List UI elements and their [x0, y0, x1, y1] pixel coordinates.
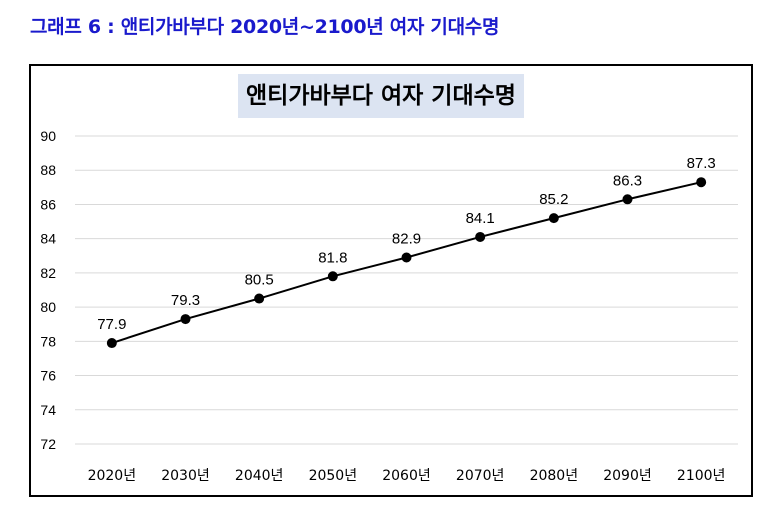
- figure-caption: 그래프 6 : 앤티가바부다 2020년~2100년 여자 기대수명: [30, 16, 500, 38]
- data-point: [401, 252, 412, 263]
- x-tick-label: 2080년: [530, 468, 579, 484]
- data-label: 86.3: [613, 172, 642, 189]
- y-tick-label: 80: [40, 299, 56, 315]
- y-tick-label: 88: [40, 162, 56, 178]
- y-tick-label: 72: [40, 436, 56, 452]
- x-tick-label: 2060년: [382, 468, 431, 484]
- data-label: 80.5: [245, 272, 274, 289]
- data-label: 87.3: [687, 155, 716, 172]
- data-label: 84.1: [466, 210, 495, 227]
- y-tick-label: 90: [40, 128, 56, 144]
- x-tick-label: 2100년: [677, 468, 726, 484]
- x-tick-label: 2070년: [456, 468, 505, 484]
- data-label: 77.9: [97, 316, 126, 333]
- data-label: 85.2: [539, 191, 568, 208]
- data-point: [696, 177, 707, 188]
- data-label: 79.3: [171, 292, 200, 309]
- y-tick-label: 84: [40, 231, 56, 247]
- y-tick-label: 74: [40, 402, 56, 418]
- data-point: [254, 293, 265, 304]
- data-point: [622, 194, 633, 205]
- data-point: [106, 338, 117, 349]
- x-tick-label: 2040년: [235, 468, 284, 484]
- data-point: [327, 271, 338, 282]
- x-tick-label: 2030년: [161, 468, 210, 484]
- data-label: 82.9: [392, 230, 421, 247]
- y-tick-label: 82: [40, 265, 56, 281]
- data-point: [548, 213, 559, 224]
- y-tick-label: 78: [40, 333, 56, 349]
- x-tick-label: 2090년: [603, 468, 652, 484]
- data-point: [180, 314, 191, 325]
- x-tick-label: 2020년: [88, 468, 137, 484]
- chart-title: 앤티가바부다 여자 기대수명: [238, 74, 524, 118]
- x-tick-label: 2050년: [309, 468, 358, 484]
- y-tick-label: 76: [40, 368, 56, 384]
- series-line: [111, 181, 702, 344]
- y-tick-label: 86: [40, 196, 56, 212]
- data-point: [475, 231, 486, 242]
- data-label: 81.8: [318, 249, 347, 266]
